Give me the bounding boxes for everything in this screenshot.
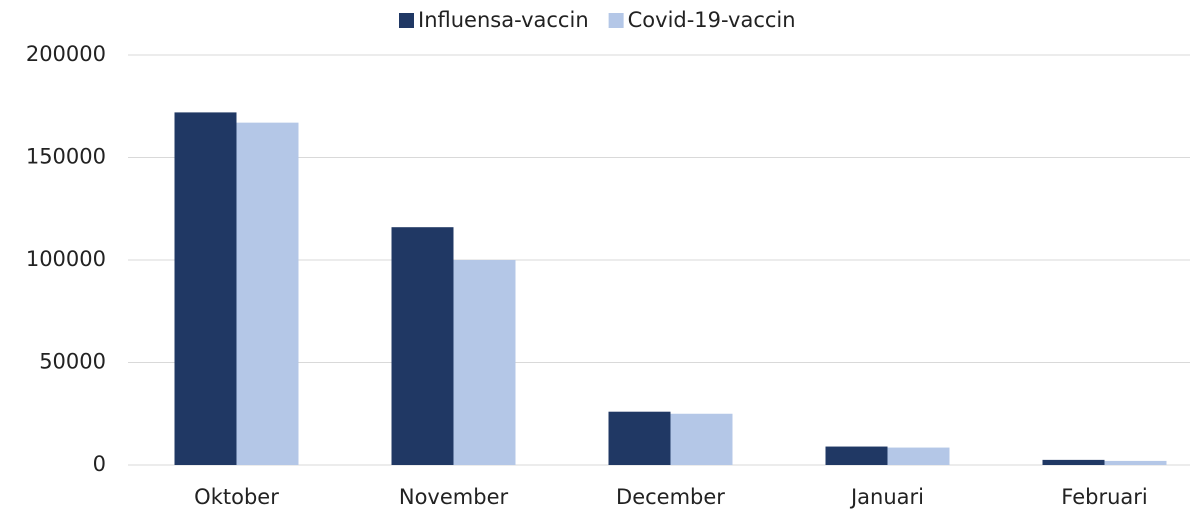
x-tick-label: December xyxy=(616,485,725,509)
bar xyxy=(1042,459,1105,465)
x-tick-label: Februari xyxy=(1061,485,1147,509)
x-tick-label: Januari xyxy=(849,485,924,509)
x-tick-label: Oktober xyxy=(194,485,279,509)
legend: Influensa-vaccin Covid-19-vaccin xyxy=(399,8,796,32)
y-tick-label: 50000 xyxy=(39,350,106,374)
bar xyxy=(670,413,733,465)
legend-label: Covid-19-vaccin xyxy=(628,8,796,32)
bar xyxy=(174,112,237,466)
bar xyxy=(608,411,671,465)
y-tick-label: 100000 xyxy=(26,247,106,271)
bar xyxy=(887,447,950,465)
legend-label: Influensa-vaccin xyxy=(418,8,589,32)
bar xyxy=(453,260,516,465)
bar xyxy=(1104,460,1167,465)
legend-swatch xyxy=(608,13,624,28)
y-tick-label: 0 xyxy=(93,452,106,476)
bar xyxy=(825,446,888,465)
bar xyxy=(391,227,454,465)
x-tick-label: November xyxy=(399,485,509,509)
bar xyxy=(236,122,299,466)
y-tick-label: 150000 xyxy=(26,145,106,169)
y-tick-label: 200000 xyxy=(26,42,106,66)
legend-swatch xyxy=(399,13,414,28)
